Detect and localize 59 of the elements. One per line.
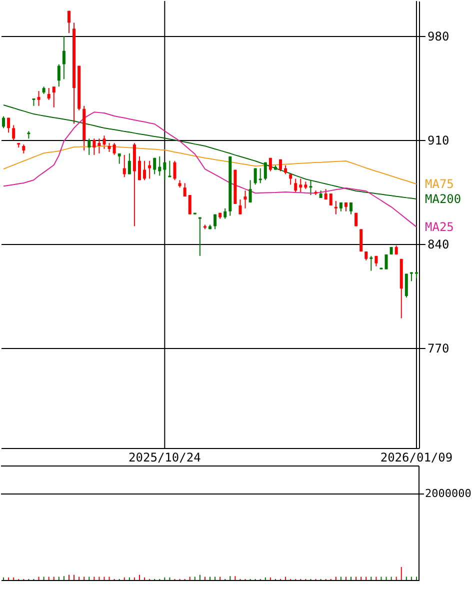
series-label: MA75 <box>425 177 454 192</box>
candlestick <box>163 162 166 181</box>
candlestick <box>88 138 91 156</box>
candlestick <box>309 180 312 196</box>
candlestick <box>324 188 328 200</box>
candlestick <box>153 157 156 175</box>
candlestick <box>37 90 40 106</box>
candlestick <box>7 117 10 134</box>
candlestick <box>299 178 302 193</box>
candlestick <box>168 160 172 178</box>
candlestick <box>384 254 388 270</box>
candlestick <box>112 142 116 156</box>
candlestick <box>138 156 141 181</box>
candlestick <box>143 160 146 181</box>
candlestick <box>198 216 202 256</box>
y-tick-label: 840 <box>428 238 450 252</box>
candlestick <box>289 174 292 186</box>
text: 2000000 <box>425 487 472 500</box>
candlestick <box>67 10 70 34</box>
candlestick <box>268 157 272 172</box>
candlestick <box>102 135 106 150</box>
candlestick <box>2 116 6 129</box>
candlestick <box>183 182 186 197</box>
candlestick <box>47 88 50 100</box>
line-series <box>3 112 417 228</box>
candlestick <box>62 36 66 80</box>
candlestick <box>122 154 126 178</box>
candlestick <box>214 214 217 230</box>
candlestick <box>258 168 262 184</box>
x-tick-label: 2026/01/09 <box>380 450 453 464</box>
x-tick-label: 2025/10/24 <box>128 450 201 464</box>
candlestick <box>173 160 176 181</box>
candlestick <box>248 180 252 203</box>
candlestick <box>404 273 408 298</box>
candlestick <box>224 208 227 220</box>
candlestick <box>238 198 242 215</box>
candlestick <box>158 156 162 176</box>
candlestick <box>294 178 298 193</box>
candlestick <box>254 168 257 186</box>
line-series <box>3 104 417 200</box>
candlestick <box>52 86 56 108</box>
y-tick-label: 980 <box>428 30 450 44</box>
candlestick <box>148 160 152 180</box>
y-tick-label: 910 <box>428 134 450 148</box>
candlestick <box>264 162 267 181</box>
candlestick <box>244 190 247 209</box>
candlestick <box>12 124 16 141</box>
candlestick <box>92 138 96 156</box>
candlestick <box>188 194 192 215</box>
candlestick <box>329 193 332 206</box>
series-label: MA25 <box>425 220 454 234</box>
y-tick-label: 770 <box>428 342 450 356</box>
series-label: MA200 <box>425 192 462 206</box>
candlestick <box>334 200 338 215</box>
candlestick <box>98 138 101 154</box>
candlestick <box>57 64 60 88</box>
candlestick <box>360 228 363 252</box>
candlestick <box>128 152 131 175</box>
candlestick <box>370 255 373 272</box>
